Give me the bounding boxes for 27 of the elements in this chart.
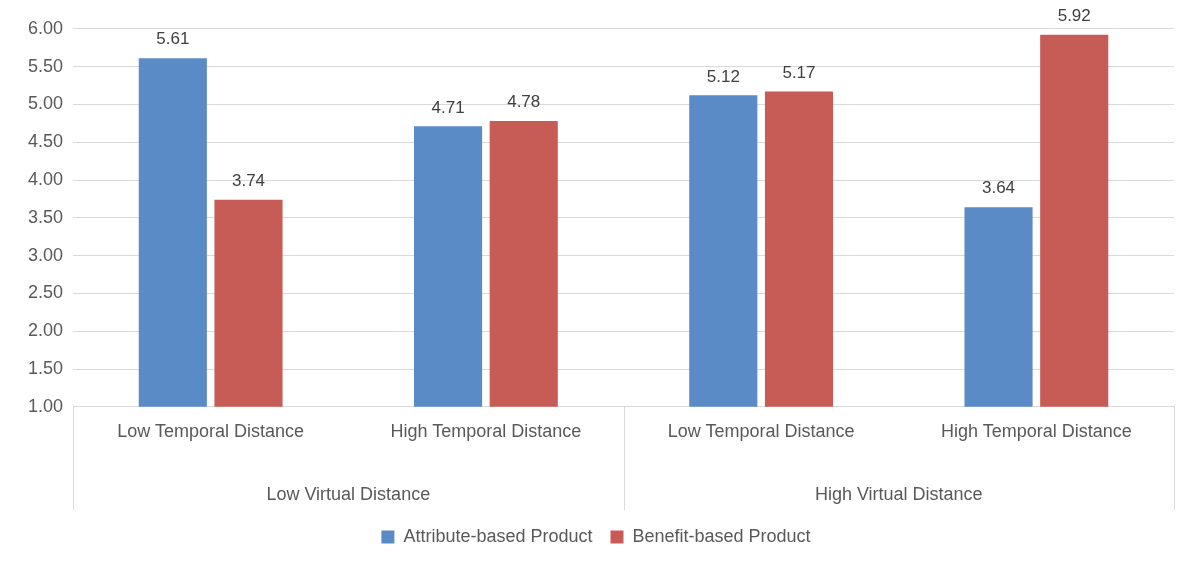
y-tick-label: 5.50: [27, 55, 64, 76]
data-label: 5.12: [706, 66, 740, 86]
x-tick-label: High Temporal Distance: [390, 420, 582, 441]
x-tick-label: Low Temporal Distance: [117, 420, 305, 441]
data-label: 3.64: [981, 178, 1016, 198]
y-tick-label: 4.50: [27, 131, 64, 152]
y-tick-label: 3.00: [27, 244, 64, 265]
x-tick-label: High Temporal Distance: [941, 420, 1132, 441]
y-tick-label: 6.00: [27, 17, 64, 38]
y-tick-label: 1.50: [27, 357, 64, 378]
text: Low Virtual Distance: [266, 483, 431, 504]
y-tick-label: 2.00: [27, 320, 64, 341]
y-tick-label: 3.50: [27, 206, 64, 227]
data-label: 5.92: [1057, 6, 1091, 26]
y-tick-label: 1.00: [27, 395, 64, 416]
data-label: 4.71: [431, 97, 465, 117]
data-label: 5.61: [156, 29, 190, 49]
data-label: 3.74: [231, 170, 266, 190]
y-tick-label: 4.00: [27, 168, 64, 189]
y-tick-label: 2.50: [27, 282, 64, 303]
x-tick-label: Low Temporal Distance: [667, 420, 855, 441]
legend-label: Attribute-based Product: [403, 525, 593, 546]
text: High Virtual Distance: [814, 483, 983, 504]
y-tick-label: 5.00: [27, 93, 64, 114]
legend-label: Benefit-based Product: [632, 525, 811, 546]
data-label: 4.78: [507, 92, 541, 112]
data-label: 5.17: [782, 62, 816, 82]
